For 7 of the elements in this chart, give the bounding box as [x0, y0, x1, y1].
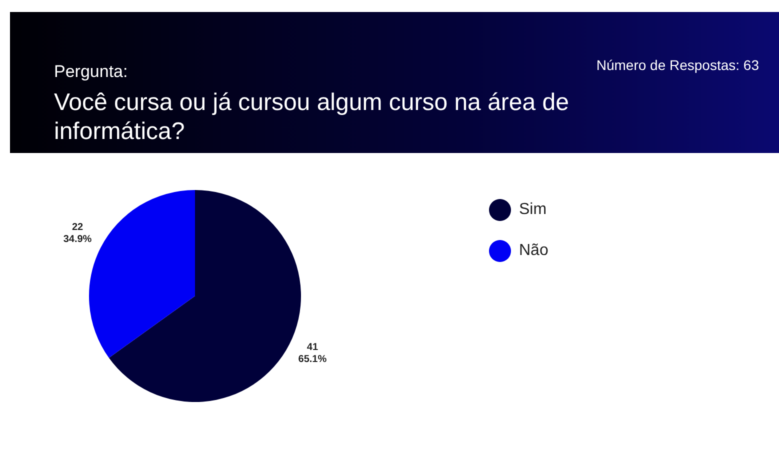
- text: Número de Respostas: 63: [596, 57, 759, 73]
- data-label: 41 65.1%: [298, 342, 327, 366]
- legend-label: Sim: [519, 201, 547, 219]
- chart-title: Você cursa ou já cursou algum curso na área de informática?: [54, 88, 570, 146]
- text: Pergunta:: [54, 62, 128, 82]
- data-label: 22 34.9%: [63, 222, 92, 245]
- legend-label: Não: [519, 242, 548, 260]
